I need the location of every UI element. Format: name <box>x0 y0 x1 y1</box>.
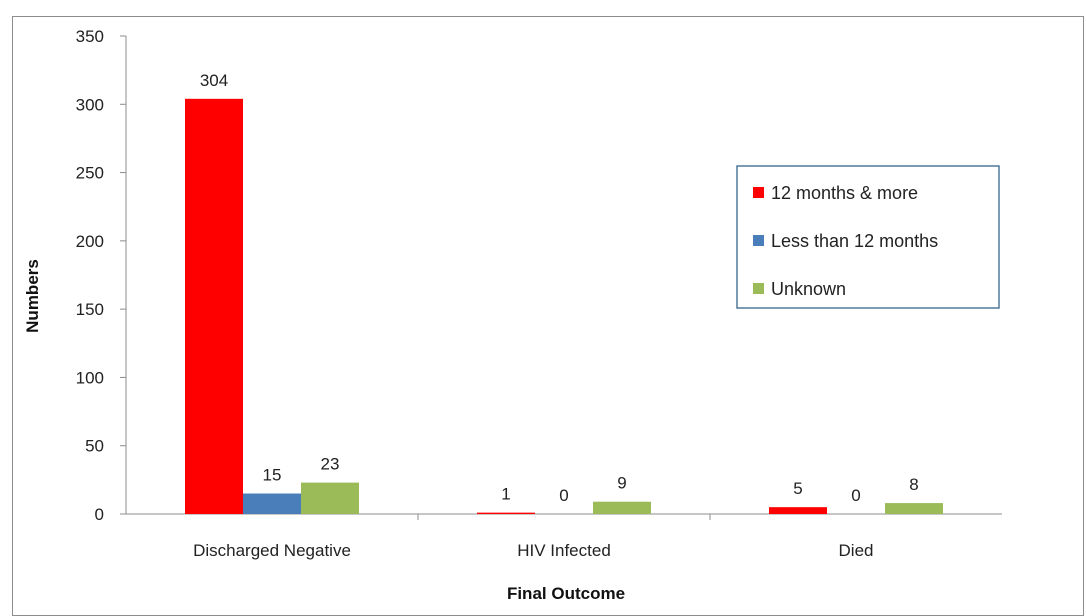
x-tick-label: HIV Infected <box>517 541 611 560</box>
legend-label: Unknown <box>771 279 846 299</box>
legend-label: Less than 12 months <box>771 231 938 251</box>
legend-items: 12 months & more Less than 12 months Unkno… <box>753 183 938 299</box>
data-label: 8 <box>909 475 918 494</box>
legend-swatch <box>753 235 764 246</box>
data-label: 15 <box>263 466 282 485</box>
data-label: 1 <box>501 485 510 504</box>
bar <box>301 482 359 514</box>
y-axis: 0 50 100 150 200 250 300 350 <box>76 27 127 524</box>
y-tick-label: 300 <box>76 95 104 114</box>
legend-swatch <box>753 283 764 294</box>
x-axis-title: Final Outcome <box>507 584 625 603</box>
y-tick-label: 350 <box>76 27 104 46</box>
y-tick-label: 100 <box>76 368 104 387</box>
bar <box>885 503 943 514</box>
data-label: 0 <box>559 486 568 505</box>
legend-label: 12 months & more <box>771 183 918 203</box>
bar <box>769 507 827 514</box>
bar <box>185 98 243 514</box>
legend-swatch <box>753 187 764 198</box>
y-tick-label: 50 <box>85 437 104 456</box>
y-tick-label: 250 <box>76 164 104 183</box>
y-tick-label: 0 <box>95 505 104 524</box>
data-label: 23 <box>321 455 340 474</box>
y-tick-label: 200 <box>76 232 104 251</box>
bar <box>593 501 651 514</box>
legend: 12 months & more Less than 12 months Unkno… <box>736 165 1000 309</box>
bars <box>185 98 943 514</box>
y-axis-title: Numbers <box>23 259 42 333</box>
bar <box>477 512 535 514</box>
data-label: 304 <box>200 71 228 90</box>
x-axis: Discharged Negative HIV Infected Died <box>126 513 1002 560</box>
x-tick-label: Discharged Negative <box>193 541 351 560</box>
data-labels: 304 15 23 1 0 9 5 0 8 <box>200 71 919 505</box>
data-label: 9 <box>617 474 626 493</box>
data-label: 5 <box>793 479 802 498</box>
data-label: 0 <box>851 486 860 505</box>
y-tick-label: 150 <box>76 300 104 319</box>
x-tick-label: Died <box>839 541 874 560</box>
bar <box>243 493 301 514</box>
legend-box <box>736 165 1000 309</box>
